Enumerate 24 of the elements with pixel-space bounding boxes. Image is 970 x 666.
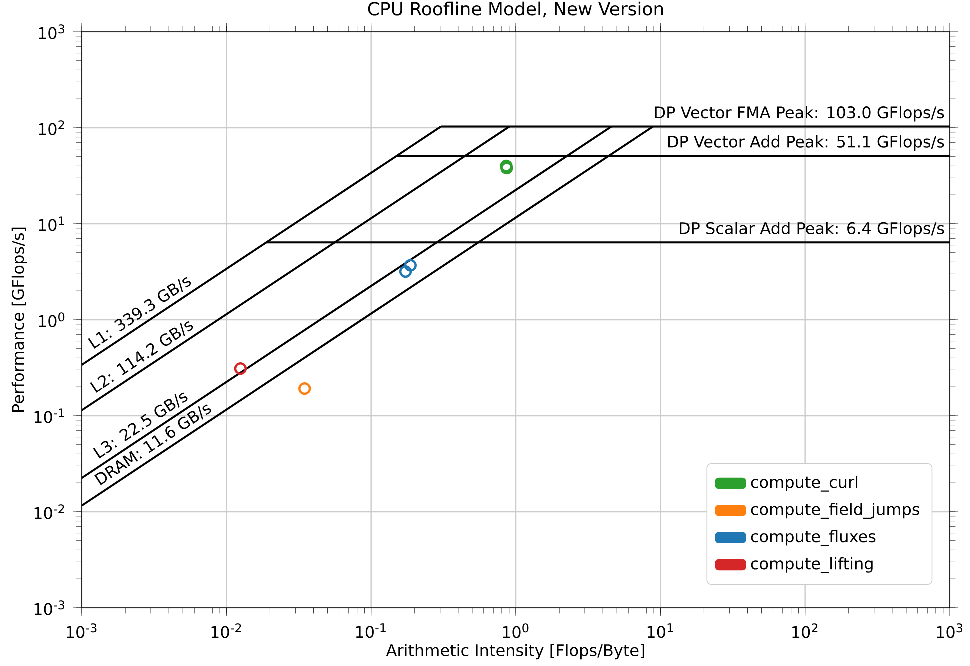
y-tick-label: 10$^{-3}$ [34,600,64,616]
y-tick-label: 10$^{-1}$ [34,408,64,424]
y-tick-label: 10$^{3}$ [39,24,64,40]
legend-label: compute_field_jumps [751,503,920,520]
series-label: DP Scalar Add Peak: 6.4 GFlops/s [680,222,944,238]
x-tick-label: 10$^{-1}$ [356,624,386,638]
x-tick-label: 10$^{3}$ [937,624,963,638]
x-tick-label: 10$^{-2}$ [212,624,242,638]
y-tick-label: 10$^{1}$ [39,216,64,232]
y-tick-label: 10$^{2}$ [39,120,64,136]
x-tick-label: 10$^{1}$ [648,624,674,638]
x-tick-label: 10$^{0}$ [503,624,529,638]
legend-label: compute_curl [751,476,858,492]
y-tick-label: 10$^{0}$ [39,312,65,328]
y-axis-title: Performance [GFlops/s] [12,228,28,412]
x-tick-label: 10$^{2}$ [792,624,818,638]
legend-label: compute_lifting [751,557,873,574]
chart-title: CPU Roofline Model, New Version [368,2,664,18]
x-axis-title: Arithmetic Intensity [Flops/Byte] [386,644,644,660]
series-label: DP Vector Add Peak: 51.1 GFlops/s [668,136,944,151]
x-tick-label: 10$^{-3}$ [67,624,97,638]
series-label: DP Vector FMA Peak: 103.0 GFlops/s [655,106,944,122]
y-tick-label: 10$^{-2}$ [34,504,64,520]
legend-label: compute_fluxes [751,530,876,546]
